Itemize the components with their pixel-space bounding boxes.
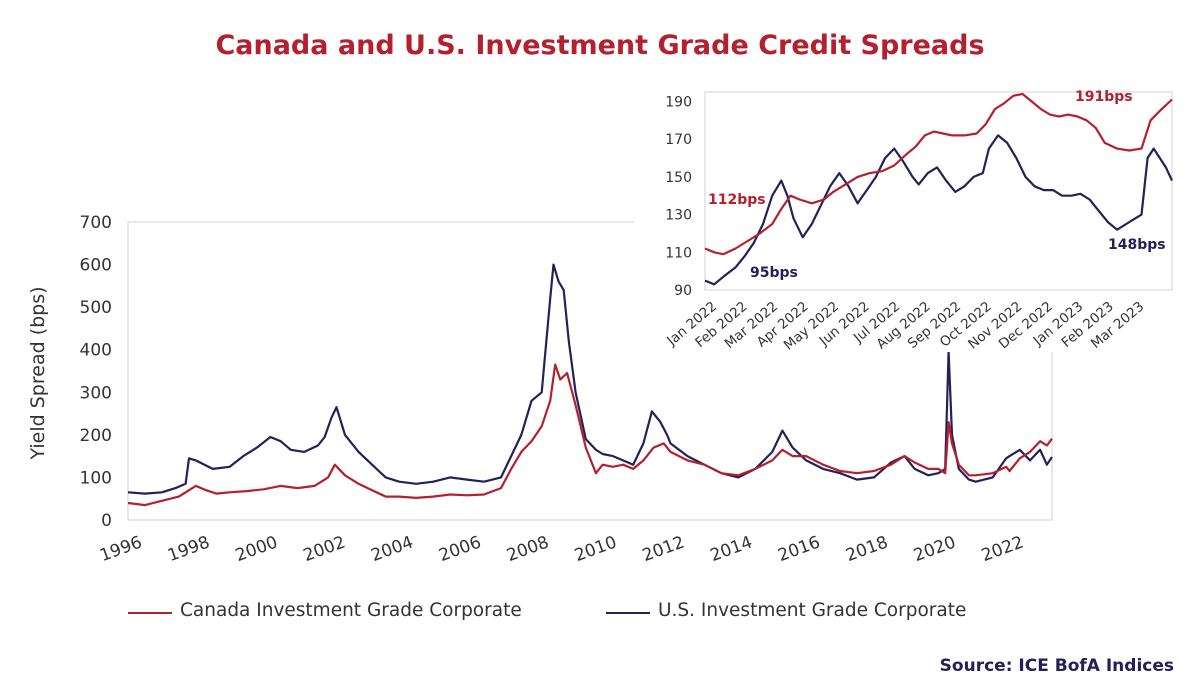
inset-y-tick-label: 130	[665, 208, 692, 224]
inset-lines	[704, 92, 1173, 286]
x-tick-label: 1998	[165, 532, 212, 566]
legend-swatch-us	[606, 612, 650, 614]
inset-y-tick-label: 90	[674, 283, 692, 299]
x-tick-label: 2010	[572, 532, 619, 566]
y-axis-label: Yield Spread (bps)	[27, 286, 49, 460]
main-axes: 0 100 200 300 400 500 600 700 1996 1998 2000 2002 20…	[27, 213, 1053, 566]
x-tick-label: 2020	[911, 532, 958, 566]
inset-annotations: 112bps 191bps 95bps 148bps	[708, 89, 1166, 281]
y-tick-label: 700	[80, 213, 112, 233]
source-note: Source: ICE BofA Indices	[939, 656, 1174, 676]
inset-plot-frame	[704, 91, 1173, 291]
x-tick-label: 2006	[436, 532, 483, 566]
y-tick-label: 100	[80, 468, 112, 488]
chart-title: Canada and U.S. Investment Grade Credit …	[215, 30, 985, 61]
x-tick-label: 2022	[979, 532, 1026, 566]
inset-y-tick-label: 190	[665, 94, 692, 110]
inset-annotation-95bps: 95bps	[750, 265, 798, 281]
inset-y-tick-label: 110	[665, 245, 692, 261]
x-tick-label: 2014	[708, 532, 755, 566]
series-line-canada	[127, 363, 1053, 507]
y-tick-label: 600	[80, 256, 112, 276]
inset-annotation-191bps: 191bps	[1075, 89, 1133, 105]
inset-background	[634, 80, 1064, 352]
legend-label-us: U.S. Investment Grade Corporate	[658, 600, 967, 621]
main-plot-frame	[127, 221, 1053, 521]
inset-series-line-canada	[704, 92, 1173, 256]
x-tick-label: 2000	[233, 532, 280, 566]
inset-y-tick-label: 150	[665, 170, 692, 186]
series-line-us	[127, 263, 1053, 495]
inset-y-tick-label: 170	[665, 132, 692, 148]
x-tick-label: 2004	[369, 532, 416, 566]
legend-swatch-canada	[128, 612, 172, 614]
y-tick-label: 300	[80, 383, 112, 403]
y-tick-label: 500	[80, 298, 112, 318]
y-tick-label: 200	[80, 426, 112, 446]
inset-series-line-us	[704, 134, 1173, 286]
inset-annotation-112bps: 112bps	[708, 192, 766, 208]
x-tick-label: 2002	[301, 532, 348, 566]
main-lines	[127, 263, 1053, 507]
x-tick-label: 2016	[775, 532, 822, 566]
inset-annotation-148bps: 148bps	[1108, 237, 1166, 253]
legend-label-canada: Canada Investment Grade Corporate	[180, 600, 522, 621]
x-tick-label: 2018	[843, 532, 890, 566]
x-tick-label: 1996	[97, 532, 144, 566]
x-tick-label: 2012	[640, 532, 687, 566]
y-tick-label: 0	[101, 511, 112, 531]
y-tick-label: 400	[80, 341, 112, 361]
x-tick-label: 2008	[504, 532, 551, 566]
